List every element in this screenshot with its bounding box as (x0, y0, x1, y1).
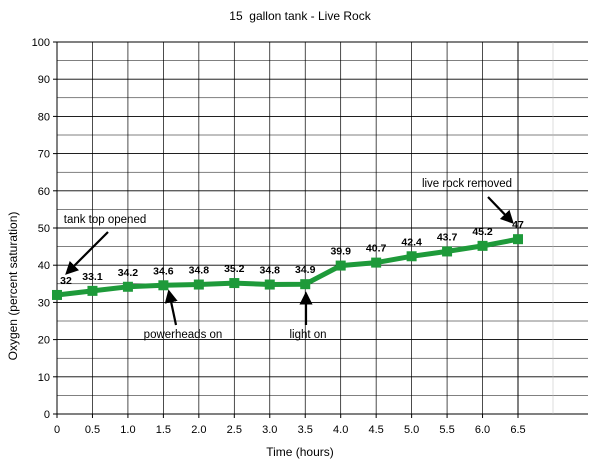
annotation-arrow (487, 196, 514, 224)
y-tick-label: 10 (38, 372, 50, 384)
x-tick-label: 0.5 (85, 424, 100, 436)
data-point (477, 240, 488, 251)
data-point (158, 280, 169, 291)
y-tick-label: 90 (38, 74, 50, 86)
data-point (442, 246, 453, 257)
data-point (52, 289, 62, 300)
data-label: 47 (512, 219, 524, 231)
x-tick-label: 1.0 (120, 424, 135, 436)
data-label: 45.2 (472, 226, 493, 238)
grid-lines (57, 41, 588, 415)
annotation-label: tank top opened (64, 214, 147, 226)
annotation-label: powerheads on (144, 329, 223, 341)
data-label: 35.2 (224, 263, 245, 275)
y-tick-label: 40 (38, 260, 50, 272)
x-tick-label: 6.0 (475, 424, 490, 436)
x-tick-label: 5.5 (439, 424, 454, 436)
y-tick-label: 30 (38, 297, 50, 309)
data-point (193, 279, 204, 290)
annotation-arrow (65, 231, 109, 275)
data-point (371, 257, 382, 268)
data-label: 42.4 (401, 236, 422, 248)
axis-ticks: 0 10 20 30 40 50 60 70 80 90 100 0 0.5 1.0 1.5 2.0 2.5 3.… (32, 37, 526, 436)
x-tick-label: 4.5 (369, 424, 384, 436)
annotation-label: live rock removed (422, 178, 512, 190)
data-label: 40.7 (366, 243, 387, 255)
x-tick-label: 3.0 (262, 424, 277, 436)
series-layer (52, 234, 523, 300)
data-point (229, 278, 240, 289)
y-tick-label: 80 (38, 111, 50, 123)
data-label: 34.6 (153, 265, 174, 277)
data-label: 43.7 (437, 231, 458, 243)
x-tick-label: 0 (54, 424, 60, 436)
y-tick-label: 100 (32, 37, 50, 49)
x-tick-label: 6.5 (510, 424, 525, 436)
annotations: tank top opened powerheads on light on live… (64, 178, 514, 341)
x-tick-label: 2.5 (227, 424, 242, 436)
data-point (264, 279, 275, 290)
data-point (87, 285, 98, 296)
x-tick-label: 3.5 (298, 424, 313, 436)
y-tick-label: 70 (38, 149, 50, 161)
data-label: 34.8 (260, 265, 281, 277)
data-label: 34.8 (189, 265, 210, 277)
annotation-arrow (164, 289, 178, 326)
data-point (122, 281, 133, 292)
x-tick-label: 4.0 (333, 424, 348, 436)
data-labels: 32 33.1 34.2 34.6 34.8 35.2 34.8 34.9 39.9 40.7 42… (60, 219, 524, 287)
data-label: 34.2 (118, 267, 139, 279)
series-line (56, 236, 519, 298)
data-point (300, 279, 311, 290)
chart-title: 15 gallon tank - Live Rock (229, 9, 371, 23)
data-point (406, 251, 417, 262)
y-tick-label: 50 (38, 223, 50, 235)
annotation-label: light on (289, 329, 326, 341)
y-tick-label: 60 (38, 186, 50, 198)
y-tick-label: 20 (38, 335, 50, 347)
x-tick-label: 1.5 (156, 424, 171, 436)
x-tick-label: 2.0 (191, 424, 206, 436)
data-point (335, 260, 346, 271)
y-tick-label: 0 (44, 409, 50, 421)
data-label: 34.9 (295, 264, 316, 276)
data-label: 33.1 (82, 271, 103, 283)
data-label: 32 (60, 275, 72, 287)
x-tick-label: 5.0 (404, 424, 419, 436)
x-axis-title: Time (hours) (266, 445, 334, 459)
data-point (513, 234, 523, 245)
y-axis-title: Oxygen (percent saturation) (6, 212, 20, 361)
data-label: 39.9 (330, 246, 351, 258)
